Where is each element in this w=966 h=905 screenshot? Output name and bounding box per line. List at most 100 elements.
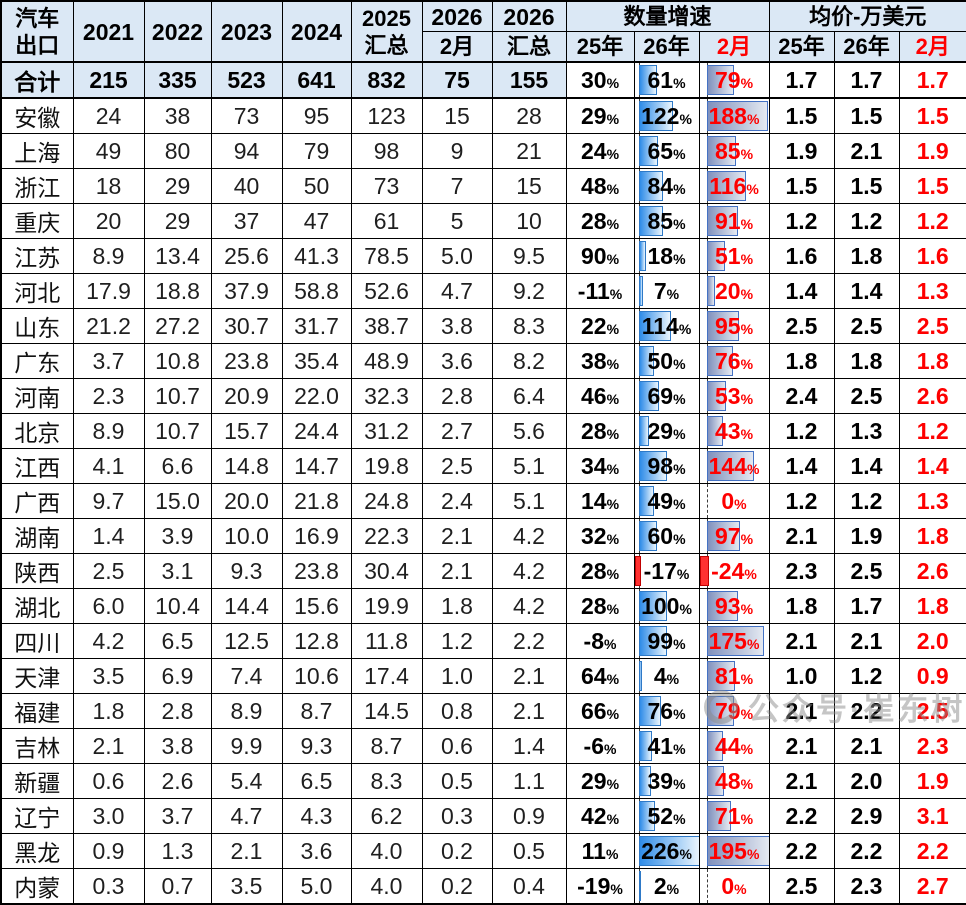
percent-sign: % [746,110,760,127]
growth-value: 4 [653,662,667,689]
volume-cell: 21.2 [72,308,145,344]
row-label: 陕西 [0,553,74,589]
growth-25-cell: 28% [565,588,635,624]
volume-cell: 2.3 [72,378,145,414]
volume-cell: 21 [491,133,567,169]
growth-26-cell: 49% [633,483,700,519]
volume-cell: 1.4 [491,728,567,764]
volume-cell: 1.3 [143,833,212,869]
growth-26-cell: 41% [633,728,700,764]
growth-25-cell: 28% [565,413,635,449]
growth-value: 95 [714,312,741,339]
growth-value: 7 [653,277,667,304]
volume-cell: 8.3 [491,308,567,344]
volume-cell: 12.5 [210,623,283,659]
price-25-cell: 1.6 [768,238,835,274]
percent-sign: % [606,355,620,372]
growth-value: 34 [580,452,607,479]
growth-value: 38 [580,347,607,374]
growth-value: 226 [641,837,680,864]
volume-cell: 4.7 [210,798,283,834]
row-label: 安徽 [0,97,74,134]
growth-25-cell: 90% [565,238,635,274]
databar [638,591,668,621]
row-label: 上海 [0,133,74,169]
table-row: 天津 3.5 6.9 7.4 10.6 17.4 1.0 2.1 64% 4% 81% 1.0 1.2 0… [0,658,966,694]
volume-cell: 0.9 [491,798,567,834]
row-label: 四川 [0,623,74,659]
volume-cell: 25.6 [210,238,283,274]
growth-25-cell: -19% [565,868,635,905]
volume-cell: 1.1 [491,763,567,799]
table-row: 黑龙 0.9 1.3 2.1 3.6 4.0 0.2 0.5 11% 226% 195% 2.2 2.2… [0,833,966,869]
databar [707,101,768,131]
volume-cell: 0.7 [143,868,212,905]
volume-cell: 1.8 [421,588,493,624]
table-row: 广东 3.7 10.8 23.8 35.4 48.9 3.6 8.2 38% 50% 76% 1.8 1… [0,343,966,379]
volume-cell: 2.1 [421,518,493,554]
price-25-cell: 2.4 [768,378,835,414]
databar-axis [707,869,709,903]
growth-value: 49 [647,487,674,514]
percent-sign: % [606,215,620,232]
price-25-cell: 2.1 [768,693,835,729]
percent-sign: % [673,810,686,827]
growth-value: 30 [580,66,607,93]
volume-cell: 47 [281,203,352,239]
volume-cell: 16.9 [281,518,352,554]
price-feb-cell: 1.7 [898,61,966,99]
volume-cell: 4.1 [72,448,145,484]
growth-feb-cell: 43% [698,413,770,449]
growth-value: 50 [647,347,674,374]
growth-25-cell: 30% [565,61,635,99]
volume-cell: 8.7 [350,728,423,764]
percent-sign: % [606,495,620,512]
volume-cell: 80 [143,133,212,169]
percent-sign: % [673,530,686,547]
percent-sign: % [740,600,754,617]
volume-cell: 10.7 [143,378,212,414]
row-label: 辽宁 [0,798,74,834]
corner-line2: 出口 [15,32,60,58]
percent-sign: % [673,390,686,407]
growth-value: 28 [580,592,607,619]
growth-26-cell: 39% [633,763,700,799]
volume-cell: 4.0 [350,833,423,869]
growth-25-cell: 22% [565,308,635,344]
percent-sign: % [606,460,620,477]
growth-feb-cell: 0% [698,868,770,905]
volume-cell: 4.7 [421,273,493,309]
growth-value: 24 [580,137,607,164]
table-row: 江苏 8.9 13.4 25.6 41.3 78.5 5.0 9.5 90% 18% 51% 1.6 1… [0,238,966,274]
percent-sign: % [673,705,686,722]
volume-cell: 4.2 [72,623,145,659]
databar [638,486,654,516]
growth-value: 52 [647,802,674,829]
volume-cell: 35.4 [281,343,352,379]
growth-value: 28 [580,207,607,234]
growth-value: 11 [581,837,606,864]
growth-25-cell: 42% [565,798,635,834]
growth-value: -8 [583,627,604,654]
price-feb-cell: 1.5 [898,168,966,204]
volume-cell: 20.0 [210,483,283,519]
percent-sign: % [734,880,747,897]
price-26-cell: 2.1 [833,133,900,169]
volume-cell: 10.6 [281,658,352,694]
volume-cell: 0.2 [421,833,493,869]
volume-cell: 15.0 [143,483,212,519]
growth-25-cell: -8% [565,623,635,659]
price-25-cell: 2.5 [768,308,835,344]
volume-cell: 29 [143,203,212,239]
col-header-2026sum-year: 2026 [491,0,567,32]
col-header-2021: 2021 [72,0,145,63]
volume-cell: 8.7 [281,693,352,729]
percent-sign: % [673,180,686,197]
percent-sign: % [673,460,686,477]
col-header-2022: 2022 [143,0,212,63]
growth-value: 116 [709,172,747,199]
percent-sign: % [606,390,620,407]
growth-feb-cell: 188% [698,97,770,134]
volume-cell: 5.6 [491,413,567,449]
percent-sign: % [740,145,754,162]
